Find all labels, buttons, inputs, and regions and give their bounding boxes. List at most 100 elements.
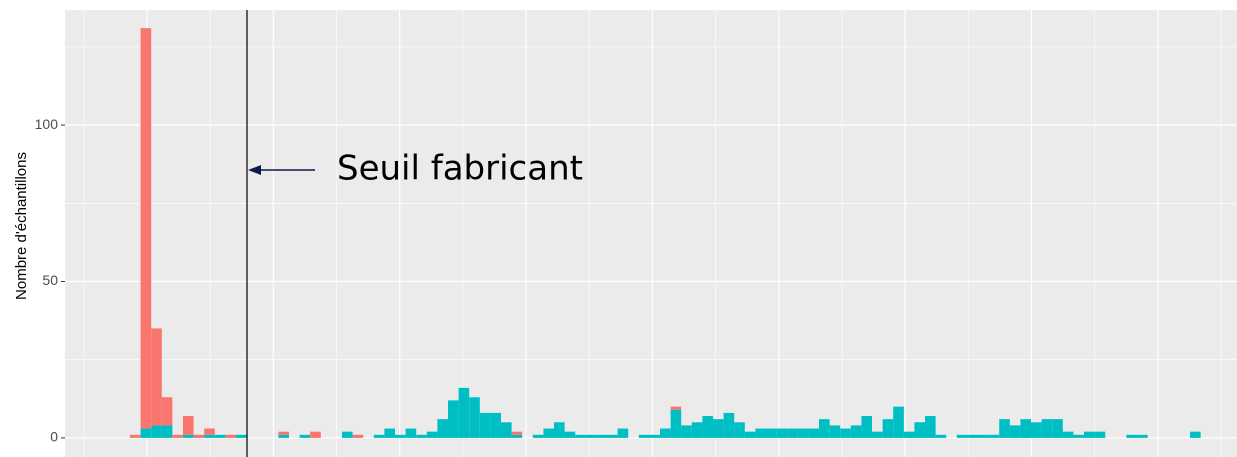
- panel: [65, 10, 1237, 457]
- bar: [204, 434, 215, 438]
- bar: [1094, 431, 1106, 438]
- bar: [416, 434, 427, 438]
- bar: [978, 434, 989, 438]
- bar: [151, 328, 162, 426]
- bar: [670, 406, 682, 410]
- bar: [607, 434, 618, 438]
- bar: [204, 428, 215, 435]
- bar: [660, 428, 671, 438]
- bar: [1031, 422, 1042, 438]
- bar: [140, 428, 152, 438]
- bar: [596, 434, 608, 438]
- bar: [829, 425, 841, 438]
- bar: [394, 434, 406, 438]
- bar: [1073, 434, 1085, 438]
- bar: [352, 434, 364, 438]
- bar: [278, 431, 289, 435]
- annotation: Seuil fabricant: [337, 149, 583, 189]
- bar: [1126, 434, 1138, 438]
- y-tick-label: 0: [50, 429, 58, 445]
- bar: [1041, 419, 1053, 438]
- bar: [681, 425, 692, 438]
- bar: [341, 431, 353, 438]
- bar: [140, 28, 152, 429]
- bar: [744, 431, 756, 438]
- bar: [999, 419, 1010, 438]
- bar: [447, 400, 459, 438]
- bar: [914, 422, 926, 438]
- bar: [511, 431, 523, 435]
- bar: [819, 419, 830, 438]
- bar: [426, 431, 438, 438]
- bar: [956, 434, 968, 438]
- bar: [235, 434, 247, 438]
- bar: [1137, 434, 1148, 438]
- bar: [469, 397, 480, 438]
- bar: [1009, 425, 1021, 438]
- bar: [1084, 431, 1095, 438]
- bar: [638, 434, 650, 438]
- bar: [1020, 419, 1032, 438]
- bar: [797, 428, 809, 438]
- bar: [776, 428, 788, 438]
- bar: [458, 387, 470, 438]
- bar: [490, 412, 502, 438]
- y-axis-label: Nombre d'échantillons: [13, 152, 30, 300]
- bar: [310, 431, 321, 438]
- bar: [193, 434, 205, 438]
- bar: [840, 428, 851, 438]
- bar: [967, 434, 979, 438]
- bar: [1052, 419, 1063, 438]
- bar: [713, 419, 724, 438]
- bar: [405, 428, 417, 438]
- bar: [850, 425, 862, 438]
- bar: [670, 409, 682, 438]
- bar: [808, 428, 820, 438]
- bar: [278, 434, 289, 438]
- bar: [893, 406, 904, 438]
- bar: [1062, 431, 1074, 438]
- bar: [564, 431, 576, 438]
- bar: [882, 419, 894, 438]
- bar: [649, 434, 661, 438]
- bar: [723, 412, 735, 438]
- bar: [734, 422, 745, 438]
- bar: [872, 431, 883, 438]
- bar: [575, 434, 586, 438]
- bar: [511, 434, 523, 438]
- bar: [702, 416, 714, 438]
- y-tick-label: 50: [42, 272, 58, 288]
- bar: [161, 425, 173, 438]
- bar: [1190, 431, 1201, 438]
- arrow-head: [248, 165, 262, 175]
- bar: [755, 428, 767, 438]
- bar: [151, 425, 162, 438]
- bar: [532, 434, 544, 438]
- bar: [903, 431, 915, 438]
- bar: [182, 434, 194, 438]
- bar: [225, 434, 236, 438]
- bar: [925, 416, 936, 438]
- bar: [501, 422, 512, 438]
- bar: [182, 416, 194, 435]
- bar: [617, 428, 629, 438]
- bar: [766, 428, 777, 438]
- bar: [543, 428, 555, 438]
- bar: [861, 416, 873, 438]
- bar: [585, 434, 597, 438]
- bar: [691, 422, 703, 438]
- bar: [172, 434, 183, 438]
- bar: [129, 434, 141, 438]
- bar: [437, 419, 448, 438]
- bar: [935, 434, 947, 438]
- bar: [554, 422, 565, 438]
- bar: [299, 434, 311, 438]
- bar: [787, 428, 798, 438]
- bar: [373, 434, 385, 438]
- bar: [479, 412, 491, 438]
- bar: [384, 428, 395, 438]
- bar: [214, 434, 226, 438]
- bar: [161, 397, 173, 426]
- y-tick-label: 100: [35, 116, 59, 132]
